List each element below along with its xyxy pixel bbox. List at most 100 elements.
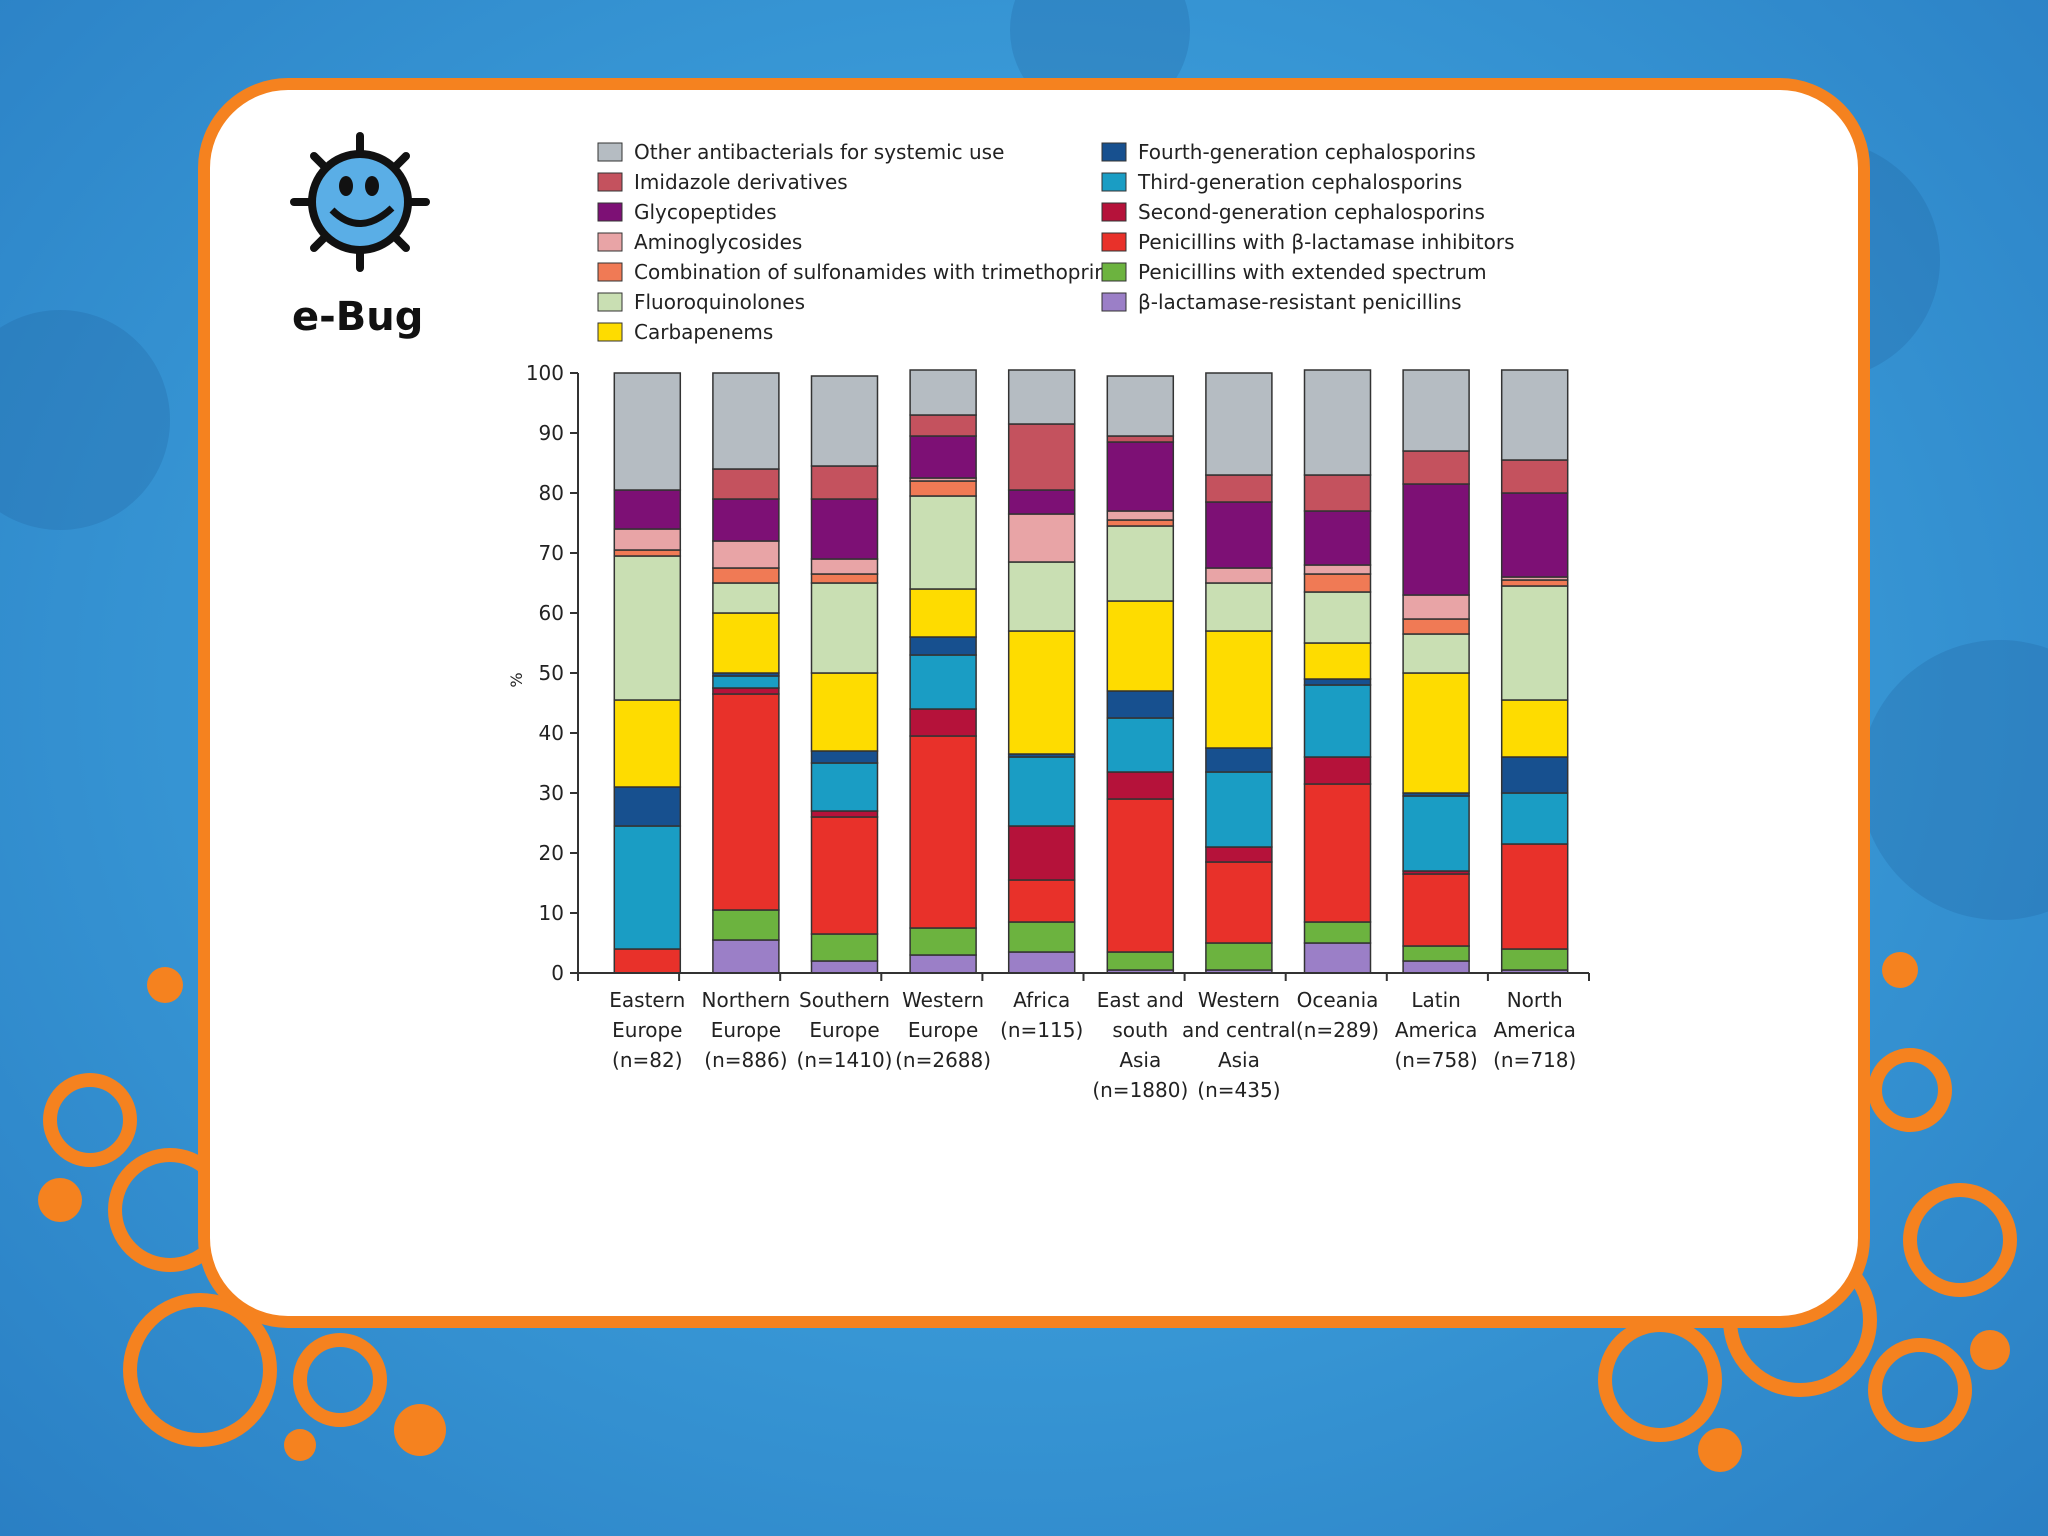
legend-swatch-right-4 xyxy=(1101,262,1127,282)
legend-swatch-right-1 xyxy=(1101,172,1127,192)
legend-label-left-2: Glycopeptides xyxy=(634,200,777,224)
bar-segment-5-4 xyxy=(1106,717,1175,773)
legend-swatch-left-0 xyxy=(597,142,623,162)
bar-segment-0-12 xyxy=(613,372,682,491)
x-category-label-5-3: (n=1880) xyxy=(1092,1078,1188,1102)
x-category-label-2-2: (n=1410) xyxy=(797,1048,893,1072)
orange-dot-decoration xyxy=(38,952,2010,1472)
bar-segment-7-10 xyxy=(1303,510,1372,566)
x-category-label-0-2: (n=82) xyxy=(612,1048,683,1072)
bar-segment-9-2 xyxy=(1500,843,1569,950)
bar-segment-9-8 xyxy=(1500,579,1569,587)
legend-label-left-3: Aminoglycosides xyxy=(634,230,802,254)
bar-segment-4-1 xyxy=(1007,921,1076,953)
bar-segment-0-7 xyxy=(613,555,682,701)
x-category-label-9-2: (n=718) xyxy=(1493,1048,1576,1072)
bar-segment-6-9 xyxy=(1205,567,1273,584)
bar-segment-6-1 xyxy=(1205,942,1273,971)
bar-segment-2-6 xyxy=(810,672,879,752)
bar-segment-2-3 xyxy=(810,810,879,818)
bar-segment-2-7 xyxy=(810,582,879,674)
x-category-label-5-2: Asia xyxy=(1119,1048,1161,1072)
bar-segment-5-9 xyxy=(1106,510,1175,521)
bar-segment-1-0 xyxy=(712,939,780,974)
bar-segment-9-5 xyxy=(1500,756,1569,794)
bar-segment-7-0 xyxy=(1303,942,1372,974)
bar-segment-5-3 xyxy=(1106,771,1175,800)
slide-panel xyxy=(198,78,1870,1328)
bar-segment-2-5 xyxy=(810,750,879,764)
y-tick-label-10: 100 xyxy=(526,361,564,385)
x-category-label-2-1: Europe xyxy=(809,1018,879,1042)
bar-segment-2-9 xyxy=(810,558,879,575)
virus-shape xyxy=(0,310,170,530)
logo-text: e-Bug xyxy=(292,294,423,340)
bar-segment-3-1 xyxy=(909,927,977,956)
bar-segment-7-2 xyxy=(1303,783,1372,923)
bar-segment-3-10 xyxy=(909,435,977,479)
legend-swatch-left-6 xyxy=(597,322,623,342)
legend-swatch-left-3 xyxy=(597,232,623,252)
bar-segment-3-12 xyxy=(909,369,977,416)
legend-label-right-0: Fourth-generation cephalosporins xyxy=(1138,140,1476,164)
bar-segment-4-10 xyxy=(1007,489,1076,515)
x-category-label-8-2: (n=758) xyxy=(1394,1048,1477,1072)
bar-segment-3-6 xyxy=(909,588,977,638)
bar-segment-8-12 xyxy=(1402,369,1470,452)
bar-segment-5-10 xyxy=(1106,441,1175,512)
bar-segment-4-7 xyxy=(1007,561,1076,632)
legend-swatch-right-3 xyxy=(1101,232,1127,252)
bar-segment-7-3 xyxy=(1303,756,1372,785)
y-tick-label-0: 0 xyxy=(551,961,564,985)
bar-segment-4-6 xyxy=(1007,630,1076,755)
bar-segment-6-11 xyxy=(1205,474,1273,503)
bar-segment-0-4 xyxy=(613,825,682,950)
bar-segment-1-4 xyxy=(712,675,780,689)
y-axis-label: % xyxy=(507,672,526,687)
bar-segment-1-8 xyxy=(712,567,780,584)
legend-label-right-1: Third-generation cephalosporins xyxy=(1137,170,1462,194)
y-tick-label-7: 70 xyxy=(539,541,564,565)
legend-swatch-left-1 xyxy=(597,172,623,192)
bar-segment-7-1 xyxy=(1303,921,1372,944)
bar-segment-1-2 xyxy=(712,693,780,911)
bar-segment-3-5 xyxy=(909,636,977,656)
bar-segment-5-2 xyxy=(1106,798,1175,953)
bar-segment-9-11 xyxy=(1500,459,1569,494)
bar-segment-1-6 xyxy=(712,612,780,674)
legend-label-left-5: Fluoroquinolones xyxy=(634,290,805,314)
bar-segment-3-7 xyxy=(909,495,977,590)
x-category-label-4-0: Africa xyxy=(1013,988,1070,1012)
legend-label-right-3: Penicillins with β-lactamase inhibitors xyxy=(1138,230,1515,254)
x-category-label-3-1: Europe xyxy=(908,1018,978,1042)
legend-swatch-left-2 xyxy=(597,202,623,222)
bar-segment-9-12 xyxy=(1500,369,1569,461)
legend-label-left-6: Carbapenems xyxy=(634,320,773,344)
virus-shape xyxy=(1860,640,2048,920)
bar-segment-1-11 xyxy=(712,468,780,500)
bar-segment-8-6 xyxy=(1402,672,1470,794)
bar-segment-1-3 xyxy=(712,687,780,695)
bar-segment-5-6 xyxy=(1106,600,1175,692)
y-tick-label-2: 20 xyxy=(539,841,564,865)
bar-segment-5-1 xyxy=(1106,951,1175,971)
bar-segment-1-9 xyxy=(712,540,780,569)
x-category-label-9-0: North xyxy=(1507,988,1563,1012)
bar-segment-7-5 xyxy=(1303,678,1372,686)
bar-segment-3-3 xyxy=(909,708,977,737)
bar-segment-0-6 xyxy=(613,699,682,788)
bar-segment-6-7 xyxy=(1205,582,1273,632)
x-category-label-4-1: (n=115) xyxy=(1000,1018,1083,1042)
bar-segment-9-6 xyxy=(1500,699,1569,758)
y-tick-label-1: 10 xyxy=(539,901,564,925)
legend-swatch-left-4 xyxy=(597,262,623,282)
x-category-label-6-0: Western xyxy=(1198,988,1280,1012)
x-category-label-5-0: East and xyxy=(1097,988,1184,1012)
x-category-label-8-1: America xyxy=(1395,1018,1478,1042)
bar-segment-7-8 xyxy=(1303,573,1372,593)
x-category-label-9-1: America xyxy=(1493,1018,1576,1042)
x-category-label-6-3: (n=435) xyxy=(1197,1078,1280,1102)
y-tick-label-6: 60 xyxy=(539,601,564,625)
x-category-label-0-0: Eastern xyxy=(609,988,685,1012)
